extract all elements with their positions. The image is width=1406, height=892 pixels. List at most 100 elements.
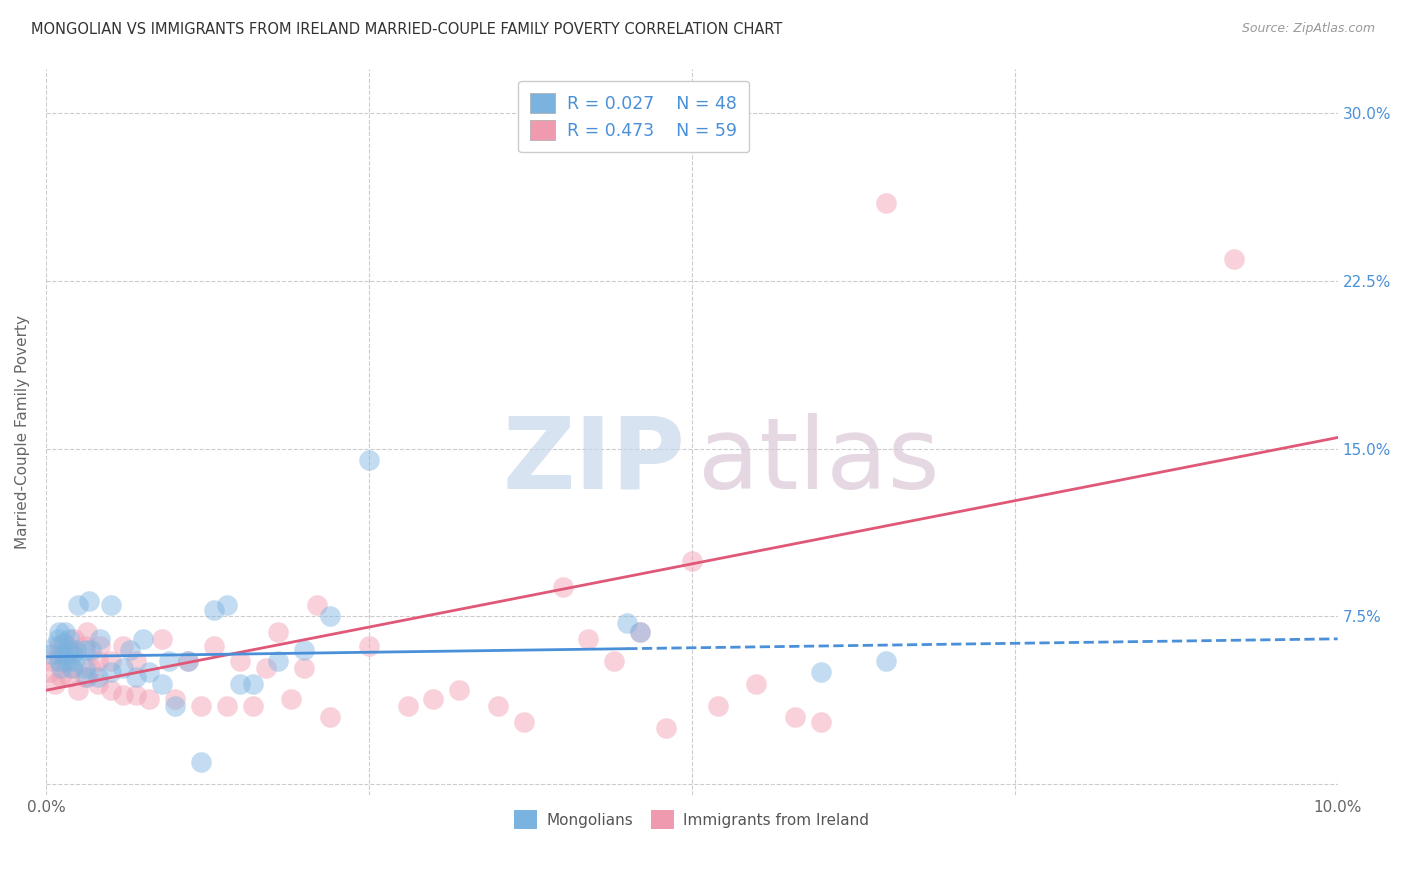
Y-axis label: Married-Couple Family Poverty: Married-Couple Family Poverty — [15, 315, 30, 549]
Point — [215, 599, 238, 613]
Point — [875, 195, 897, 210]
Point — [165, 698, 187, 713]
Point — [38, 665, 60, 680]
Point — [80, 661, 103, 675]
Point — [60, 661, 83, 675]
Point — [53, 625, 76, 640]
Point — [48, 639, 70, 653]
Point — [319, 609, 342, 624]
Point — [357, 639, 380, 653]
Point — [89, 632, 111, 646]
Point — [125, 654, 148, 668]
Point — [254, 661, 277, 675]
Point — [190, 698, 212, 713]
Point — [67, 683, 90, 698]
Point — [357, 453, 380, 467]
Point — [319, 710, 342, 724]
Point — [150, 676, 173, 690]
Point — [58, 670, 80, 684]
Point — [616, 616, 638, 631]
Point — [785, 710, 807, 724]
Point — [292, 643, 315, 657]
Point — [100, 683, 122, 698]
Point — [51, 661, 73, 675]
Point — [52, 648, 75, 662]
Point — [46, 632, 69, 646]
Point — [177, 654, 200, 668]
Point — [48, 625, 70, 640]
Point — [202, 603, 225, 617]
Point — [449, 683, 471, 698]
Point — [60, 643, 83, 657]
Point — [157, 654, 180, 668]
Point — [100, 654, 122, 668]
Point — [55, 654, 77, 668]
Point — [202, 639, 225, 653]
Point — [63, 632, 86, 646]
Point — [67, 599, 90, 613]
Point — [655, 721, 678, 735]
Point — [41, 654, 63, 668]
Point — [86, 676, 108, 690]
Point — [132, 632, 155, 646]
Point — [228, 654, 250, 668]
Point — [44, 639, 66, 653]
Point — [76, 625, 98, 640]
Point — [628, 625, 651, 640]
Point — [267, 625, 290, 640]
Legend: Mongolians, Immigrants from Ireland: Mongolians, Immigrants from Ireland — [508, 805, 876, 835]
Point — [55, 639, 77, 653]
Point — [228, 676, 250, 690]
Point — [65, 643, 87, 657]
Point — [76, 670, 98, 684]
Point — [1223, 252, 1246, 266]
Point — [86, 670, 108, 684]
Point — [51, 670, 73, 684]
Point — [307, 599, 329, 613]
Point — [150, 632, 173, 646]
Point — [41, 648, 63, 662]
Point — [56, 643, 79, 657]
Point — [112, 661, 135, 675]
Point — [810, 714, 832, 729]
Point — [112, 639, 135, 653]
Point — [53, 654, 76, 668]
Point — [77, 594, 100, 608]
Point — [125, 670, 148, 684]
Point — [73, 639, 96, 653]
Point — [112, 688, 135, 702]
Point — [138, 665, 160, 680]
Point — [73, 643, 96, 657]
Point — [177, 654, 200, 668]
Point — [706, 698, 728, 713]
Point — [292, 661, 315, 675]
Point — [125, 688, 148, 702]
Point — [422, 692, 444, 706]
Text: atlas: atlas — [699, 412, 939, 509]
Point — [118, 643, 141, 657]
Point — [44, 676, 66, 690]
Point — [73, 661, 96, 675]
Point — [578, 632, 600, 646]
Point — [551, 581, 574, 595]
Point — [681, 553, 703, 567]
Point — [58, 632, 80, 646]
Point — [48, 648, 70, 662]
Point — [267, 654, 290, 668]
Point — [89, 639, 111, 653]
Point — [486, 698, 509, 713]
Point — [53, 636, 76, 650]
Text: Source: ZipAtlas.com: Source: ZipAtlas.com — [1241, 22, 1375, 36]
Point — [165, 692, 187, 706]
Point — [86, 654, 108, 668]
Point — [513, 714, 536, 729]
Point — [63, 654, 86, 668]
Point — [215, 698, 238, 713]
Point — [628, 625, 651, 640]
Text: ZIP: ZIP — [502, 412, 685, 509]
Point — [60, 661, 83, 675]
Point — [745, 676, 768, 690]
Point — [396, 698, 419, 713]
Point — [100, 665, 122, 680]
Point — [603, 654, 626, 668]
